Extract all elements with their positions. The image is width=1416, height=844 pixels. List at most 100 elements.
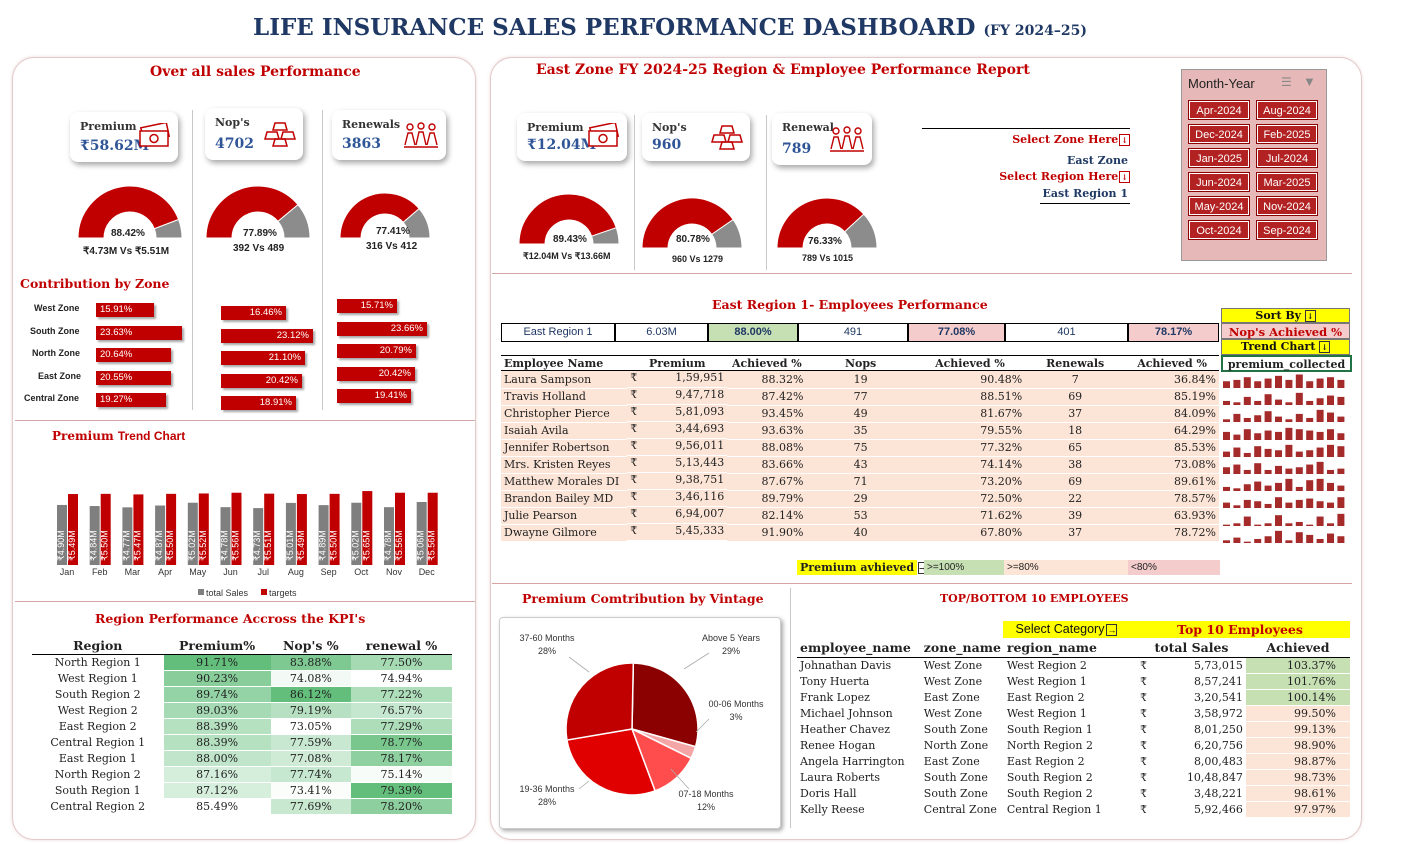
region-name: South Region 1	[1006, 722, 1093, 736]
sparkline-bar	[1337, 416, 1345, 423]
employee-count: 35	[806, 422, 915, 440]
sparkline-bar	[1295, 500, 1303, 509]
sparkline-bar	[1275, 399, 1282, 406]
sparkline-bar	[1254, 401, 1262, 406]
premium-value: 6,94,007	[675, 507, 725, 520]
sort-dropdown-icon[interactable]: ↓	[1304, 310, 1316, 322]
bar-data-label: ₹5.56M	[231, 530, 241, 561]
premium-legend-label: Premium avhieved →	[797, 560, 927, 575]
x-tick-label: Oct	[354, 567, 369, 577]
employee-name: Angela Harrington	[800, 754, 905, 768]
sparkline-bar	[1223, 467, 1230, 474]
sparkline-bar	[1295, 451, 1303, 457]
achieved-percent: 98.87%	[1245, 753, 1350, 770]
multi-select-icon[interactable]: ☰	[1281, 75, 1292, 89]
x-tick-label: Sep	[321, 567, 337, 577]
region-kpi-title: Region Performance Accross the KPI's	[95, 611, 366, 626]
achieved-percent: 73.08%	[1125, 456, 1219, 474]
slicer-item-oct-2024[interactable]: Oct-2024	[1188, 220, 1250, 240]
sparkline-bar	[1327, 412, 1334, 423]
zone-contribution-bar: 18.91%	[221, 396, 296, 410]
region-name: West Region 1	[32, 670, 164, 687]
zone-name: East Zone	[923, 754, 980, 768]
sparkline-bar	[1275, 431, 1282, 440]
employee-premium: ₹5,81,093	[627, 405, 728, 422]
top10-title: TOP/BOTTOM 10 EMPLOYEES	[940, 592, 1129, 605]
sparkline-bar	[1275, 497, 1282, 509]
region-dropdown-icon[interactable]: ↓	[1119, 171, 1130, 183]
total-sales: ₹8,57,241	[1137, 673, 1246, 689]
target-bar	[329, 493, 340, 565]
kpi-header: Region	[32, 638, 164, 655]
achieved-percent: 97.97%	[1245, 801, 1350, 818]
slicer-item-jun-2024[interactable]: Jun-2024	[1188, 172, 1250, 192]
sparkline-bar	[1316, 447, 1324, 457]
sort-value[interactable]: Nop's Achieved %	[1221, 323, 1350, 339]
slicer-item-dec-2024[interactable]: Dec-2024	[1188, 124, 1250, 144]
employee-sparkline	[1223, 497, 1345, 509]
sparkline-bar	[1327, 483, 1334, 492]
dashboard-title: LIFE INSURANCE SALES PERFORMANCE DASHBOA…	[0, 14, 1340, 41]
kpi-value: 74.94%	[350, 670, 452, 687]
achieved-percent: 63.93%	[1125, 507, 1219, 525]
sales-value: 3,20,541	[1193, 690, 1243, 704]
employee-premium: ₹3,44,693	[627, 422, 728, 439]
overall-card-premium: Premium ₹58.62M	[70, 112, 178, 162]
people-icon	[828, 125, 866, 160]
trend-value[interactable]: premium_collected	[1221, 355, 1352, 372]
slicer-item-nov-2024[interactable]: Nov-2024	[1256, 196, 1318, 216]
top10-row: Renee Hogan North Zone North Region 2 ₹6,20…	[797, 737, 1350, 754]
sparkline-bar	[1233, 537, 1241, 543]
employee-name: Laura Roberts	[800, 770, 881, 784]
sparkline-bar	[1295, 521, 1303, 526]
slicer-item-sep-2024[interactable]: Sep-2024	[1256, 220, 1318, 240]
trend-dropdown-icon[interactable]: ↓	[1319, 341, 1330, 353]
employee-table: Employee Name Premium Achieved % Nops Achiev…	[501, 355, 1219, 542]
clear-filter-icon[interactable]: ▼	[1303, 74, 1316, 89]
kpi-row: West Region 2 89.03% 79.19% 76.57%	[32, 702, 452, 719]
kpi-row: Central Region 1 88.39% 77.59% 78.77%	[32, 734, 452, 751]
top10-row: Tony Huerta West Zone West Region 1 ₹8,57,2…	[797, 673, 1350, 690]
sparkline-bar	[1233, 488, 1241, 492]
total-sales: ₹6,20,756	[1137, 737, 1246, 753]
sales-value: 10,48,847	[1186, 770, 1243, 784]
slicer-item-jan-2025[interactable]: Jan-2025	[1188, 148, 1250, 168]
premium-value: 9,56,011	[675, 439, 725, 452]
zone-selected-value[interactable]: East Zone	[1067, 154, 1128, 167]
slicer-item-may-2024[interactable]: May-2024	[1188, 196, 1250, 216]
gauge-chart	[77, 185, 183, 239]
region-name: Central Region 1	[1006, 802, 1102, 816]
sparkline-bar	[1327, 533, 1334, 543]
sort-by-label: Sort By ↓	[1221, 308, 1350, 323]
category-value[interactable]: Top 10 Employees	[1130, 621, 1350, 638]
category-arrow-icon[interactable]: →	[1106, 624, 1118, 636]
slicer-item-jul-2024[interactable]: Jul-2024	[1256, 148, 1318, 168]
zone-contribution-bar: 20.42%	[337, 367, 415, 381]
kpi-value: 74.08%	[270, 670, 351, 687]
zone-contribution-bar: 21.10%	[221, 351, 305, 365]
region-kpi-table: Region Premium% Nop's % renewal % North Regi…	[32, 638, 452, 815]
sparkline-bar	[1306, 450, 1314, 457]
gauge-comparison: 316 Vs 412	[366, 241, 418, 252]
legend-swatch-sales	[198, 589, 204, 595]
slicer-item-aug-2024[interactable]: Aug-2024	[1256, 100, 1318, 120]
kpi-value: 89.74%	[163, 686, 271, 703]
bar-data-label: ₹5.52M	[198, 530, 208, 561]
kpi-value: 88.39%	[163, 734, 271, 751]
sparkline-bar	[1223, 431, 1230, 440]
employee-row: Isaiah Avila ₹3,44,693 93.63% 35 79.55% 18 64.…	[501, 422, 1219, 440]
region-selected-value[interactable]: East Region 1	[1042, 187, 1128, 200]
top10-row: Laura Roberts South Zone South Region 2 ₹10…	[797, 769, 1350, 786]
zone-name: West Zone	[923, 658, 983, 672]
zone-name: East Zone	[923, 690, 980, 704]
slicer-item-feb-2025[interactable]: Feb-2025	[1256, 124, 1318, 144]
gauge-percent: 89.43%	[553, 234, 587, 245]
slicer-item-apr-2024[interactable]: Apr-2024	[1188, 100, 1250, 120]
x-tick-label: May	[189, 567, 207, 577]
sparkline-bar	[1327, 377, 1334, 388]
trend-title-b: Trend Chart	[117, 429, 186, 443]
pie-slice	[565, 662, 635, 741]
pie-label-name: 00-06 Months	[708, 699, 764, 709]
slicer-item-mar-2025[interactable]: Mar-2025	[1256, 172, 1318, 192]
zone-dropdown-icon[interactable]: ↓	[1119, 134, 1130, 146]
